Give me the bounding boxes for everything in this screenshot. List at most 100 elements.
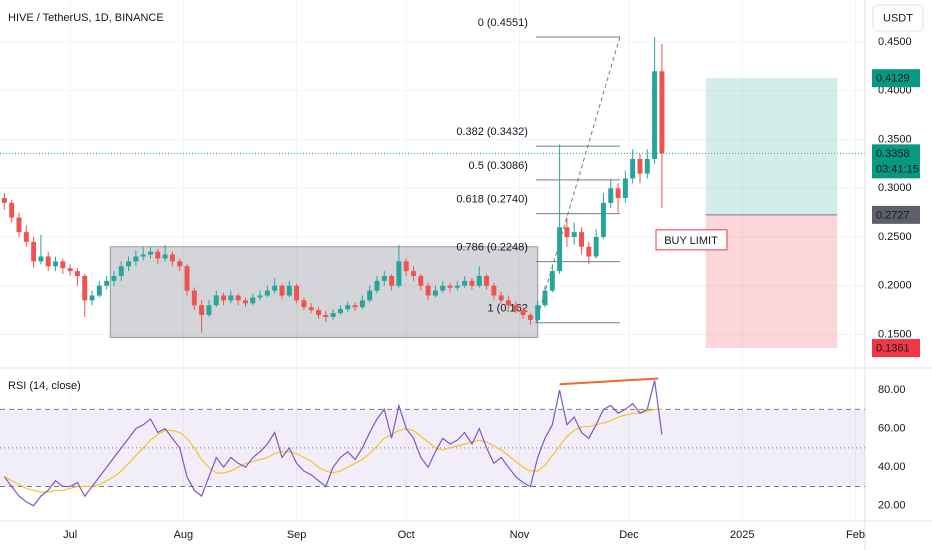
x-tick-label: Aug (174, 529, 194, 541)
candle-body (294, 285, 300, 301)
candle-body (23, 232, 29, 242)
candle-body (301, 300, 307, 308)
candle-body (74, 271, 80, 276)
y-tick-label: 40.00 (878, 461, 906, 473)
annotation-box (655, 229, 728, 251)
candle-body (242, 300, 248, 304)
candle-body (140, 254, 146, 257)
candle-body (89, 295, 95, 301)
candle-body (264, 290, 270, 296)
target-zone (705, 78, 838, 215)
candle-body (600, 202, 606, 237)
y-tick-label: 0.2000 (878, 280, 912, 292)
candle-body (564, 227, 570, 237)
candle-body (272, 285, 278, 291)
candle-body (330, 313, 336, 317)
candle-body (549, 271, 555, 291)
stop-tag (872, 339, 920, 358)
candle-body (637, 159, 643, 174)
candle-body (221, 295, 227, 301)
candle-body (396, 261, 402, 286)
candle-body (542, 290, 548, 306)
y-tick-label: 20.00 (878, 500, 906, 512)
y-tick-label: 0.1500 (878, 328, 912, 340)
candle-body (126, 261, 132, 267)
candle-body (38, 256, 44, 262)
candle-body (177, 261, 183, 267)
fib-label: 0.382 (0.3432) (456, 126, 528, 138)
candle-body (374, 280, 380, 291)
candle-body (432, 290, 438, 296)
candle-body (9, 202, 15, 218)
candle-body (389, 275, 395, 286)
candle-body (659, 71, 665, 154)
candle-body (257, 295, 263, 298)
candle-body (169, 254, 175, 262)
currency-button[interactable] (872, 4, 924, 32)
candle-body (352, 305, 358, 308)
currency-label[interactable]: USDT (883, 12, 913, 24)
candle-body (191, 290, 197, 306)
candle-body (199, 305, 205, 315)
y-tick-label: 60.00 (878, 423, 906, 435)
x-tick-label: Jul (63, 529, 77, 541)
y-tick-label: 0.3500 (878, 133, 912, 145)
divergence-line (559, 377, 659, 386)
candle-body (440, 285, 446, 291)
candle-body (630, 159, 636, 179)
candle-body (498, 295, 504, 301)
candle-body (45, 256, 51, 267)
x-tick-label: 2025 (730, 529, 754, 541)
candle-body (286, 285, 292, 296)
candle-body (454, 285, 460, 288)
candle-body (67, 268, 73, 272)
candle-body (476, 275, 482, 286)
x-tick-label: Feb (846, 529, 865, 541)
candle-body (622, 178, 628, 199)
fib-label: 0.5 (0.3086) (469, 160, 528, 172)
fib-label: 0.618 (0.2740) (456, 194, 528, 206)
target-tag (872, 69, 920, 88)
candle-body (16, 217, 22, 233)
candle-body (323, 314, 329, 317)
fib-label: 0 (0.4551) (478, 17, 528, 29)
x-tick-label: Oct (398, 529, 415, 541)
countdown: 03:41:15 (876, 163, 919, 175)
candle-body (447, 285, 453, 288)
candle-body (469, 280, 475, 286)
candle-body (484, 275, 490, 286)
candle-body (60, 261, 66, 269)
candle-body (608, 188, 614, 203)
candle-body (359, 300, 365, 308)
entry-label: 0.2727 (876, 209, 910, 221)
candle-body (579, 232, 585, 247)
candle-body (235, 295, 241, 301)
candle-body (308, 307, 314, 311)
rsi-ma-line (4, 408, 662, 493)
candle-body (403, 261, 409, 272)
candle-body (155, 251, 161, 259)
candle-body (462, 280, 468, 286)
rsi-title: RSI (14, close) (8, 380, 81, 392)
x-tick-label: Dec (619, 529, 639, 541)
candle-body (1, 198, 7, 203)
candle-body (418, 275, 424, 286)
candle-body (652, 71, 658, 160)
candle-body (228, 295, 234, 301)
candle-body (586, 246, 592, 257)
candle-body (96, 285, 102, 296)
candle-body (53, 261, 59, 267)
candle-body (411, 271, 416, 276)
candle-body (513, 305, 519, 311)
candle-body (206, 305, 212, 315)
fib-label: 0.786 (0.2248) (456, 241, 528, 253)
candle-body (535, 305, 541, 320)
candle-body (104, 280, 110, 286)
candle-body (213, 295, 219, 306)
candle-body (367, 290, 373, 301)
candle-body (31, 241, 37, 262)
candle-body (279, 285, 285, 296)
candle-body (250, 297, 256, 304)
